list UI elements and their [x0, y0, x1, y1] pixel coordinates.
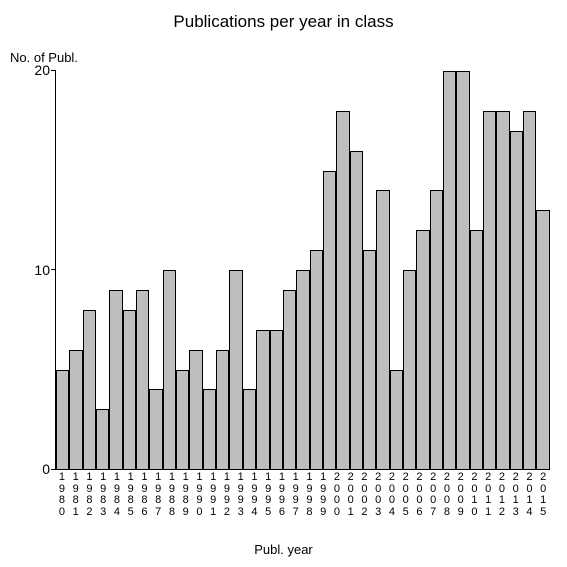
- bar: [189, 350, 202, 469]
- bar: [56, 370, 69, 470]
- x-tick-label: 1984: [110, 472, 124, 518]
- bar: [83, 310, 96, 469]
- bar: [363, 250, 376, 469]
- x-tick-label: 2005: [399, 472, 413, 518]
- x-tick-label: 1994: [248, 472, 262, 518]
- x-tick-label: 1991: [206, 472, 220, 518]
- x-tick-label: 1993: [234, 472, 248, 518]
- y-tick-mark: [51, 70, 56, 71]
- bar: [96, 409, 109, 469]
- chart-container: Publications per year in class No. of Pu…: [0, 0, 567, 567]
- bar: [270, 330, 283, 469]
- bar: [376, 190, 389, 469]
- x-tick-label: 1987: [151, 472, 165, 518]
- x-tick-label: 1988: [165, 472, 179, 518]
- bar: [123, 310, 136, 469]
- x-tick-label: 1990: [193, 472, 207, 518]
- x-tick-label: 2014: [523, 472, 537, 518]
- x-ticks-group: 1980198119821983198419851986198719881989…: [55, 472, 550, 518]
- y-tick-mark: [51, 269, 56, 270]
- bar: [456, 71, 469, 469]
- chart-title: Publications per year in class: [0, 12, 567, 32]
- x-tick-label: 2009: [454, 472, 468, 518]
- bar: [443, 71, 456, 469]
- bar: [336, 111, 349, 469]
- x-tick-label: 2010: [468, 472, 482, 518]
- bar: [483, 111, 496, 469]
- bar: [403, 270, 416, 469]
- bar: [310, 250, 323, 469]
- x-tick-label: 1983: [96, 472, 110, 518]
- bar: [283, 290, 296, 469]
- x-tick-label: 2000: [330, 472, 344, 518]
- bars-group: [56, 70, 550, 469]
- x-tick-label: 1982: [83, 472, 97, 518]
- x-tick-label: 2002: [358, 472, 372, 518]
- bar: [256, 330, 269, 469]
- x-tick-label: 1980: [55, 472, 69, 518]
- y-tick-label: 20: [16, 62, 50, 78]
- bar: [496, 111, 509, 469]
- x-tick-label: 2008: [440, 472, 454, 518]
- bar: [176, 370, 189, 470]
- bar: [390, 370, 403, 470]
- x-tick-label: 2011: [481, 472, 495, 518]
- bar: [416, 230, 429, 469]
- y-tick-label: 10: [16, 262, 50, 278]
- x-tick-label: 1992: [220, 472, 234, 518]
- bar: [296, 270, 309, 469]
- bar: [536, 210, 549, 469]
- x-tick-label: 2013: [509, 472, 523, 518]
- x-tick-label: 1999: [316, 472, 330, 518]
- y-tick-mark: [51, 469, 56, 470]
- x-tick-label: 1997: [289, 472, 303, 518]
- x-tick-label: 1995: [261, 472, 275, 518]
- bar: [243, 389, 256, 469]
- x-tick-label: 1989: [179, 472, 193, 518]
- bar: [510, 131, 523, 469]
- bar: [149, 389, 162, 469]
- x-tick-label: 2007: [426, 472, 440, 518]
- x-tick-label: 2015: [536, 472, 550, 518]
- bar: [323, 171, 336, 470]
- x-tick-label: 1985: [124, 472, 138, 518]
- y-tick-label: 0: [16, 461, 50, 477]
- plot-area: 01020: [55, 70, 550, 470]
- bar: [470, 230, 483, 469]
- bar: [109, 290, 122, 469]
- x-tick-label: 2003: [371, 472, 385, 518]
- bar: [523, 111, 536, 469]
- x-tick-label: 2006: [413, 472, 427, 518]
- x-tick-label: 2012: [495, 472, 509, 518]
- bar: [136, 290, 149, 469]
- x-tick-label: 1986: [138, 472, 152, 518]
- bar: [430, 190, 443, 469]
- bar: [350, 151, 363, 469]
- x-axis-label: Publ. year: [0, 542, 567, 557]
- x-tick-label: 2001: [344, 472, 358, 518]
- bar: [163, 270, 176, 469]
- bar: [216, 350, 229, 469]
- bar: [69, 350, 82, 469]
- x-tick-label: 1998: [303, 472, 317, 518]
- x-tick-label: 1981: [69, 472, 83, 518]
- x-tick-label: 2004: [385, 472, 399, 518]
- x-tick-label: 1996: [275, 472, 289, 518]
- bar: [229, 270, 242, 469]
- bar: [203, 389, 216, 469]
